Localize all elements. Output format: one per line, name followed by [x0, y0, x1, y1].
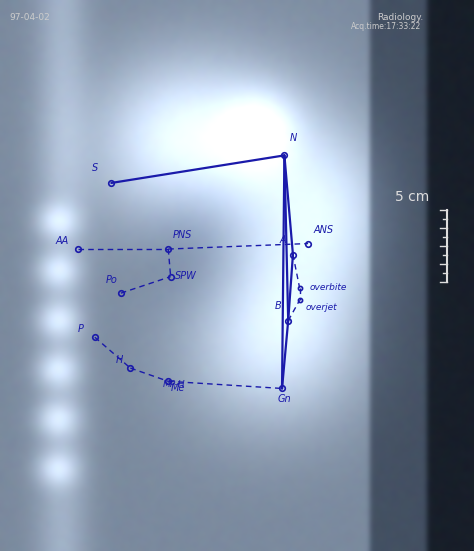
- Text: N: N: [290, 133, 297, 143]
- Text: SPW: SPW: [175, 271, 197, 281]
- Text: A: A: [280, 235, 286, 245]
- Text: Me: Me: [171, 383, 185, 393]
- Text: 5 cm: 5 cm: [395, 190, 429, 204]
- Text: overjet: overjet: [306, 303, 337, 312]
- Text: Gn: Gn: [277, 394, 291, 404]
- Text: S: S: [92, 163, 99, 173]
- Text: Po: Po: [106, 276, 118, 285]
- Text: overbite: overbite: [310, 283, 346, 292]
- Text: 97-04-02: 97-04-02: [9, 13, 50, 22]
- Text: Acq.time:17:33:22: Acq.time:17:33:22: [351, 22, 421, 31]
- Text: PNS: PNS: [173, 230, 192, 240]
- Text: H: H: [116, 355, 124, 365]
- Text: AA: AA: [55, 236, 69, 246]
- Text: B: B: [275, 301, 282, 311]
- Text: MP-H: MP-H: [163, 380, 186, 388]
- Text: P: P: [78, 324, 83, 334]
- Text: Radiology.: Radiology.: [377, 13, 424, 22]
- Text: ANS: ANS: [314, 225, 334, 235]
